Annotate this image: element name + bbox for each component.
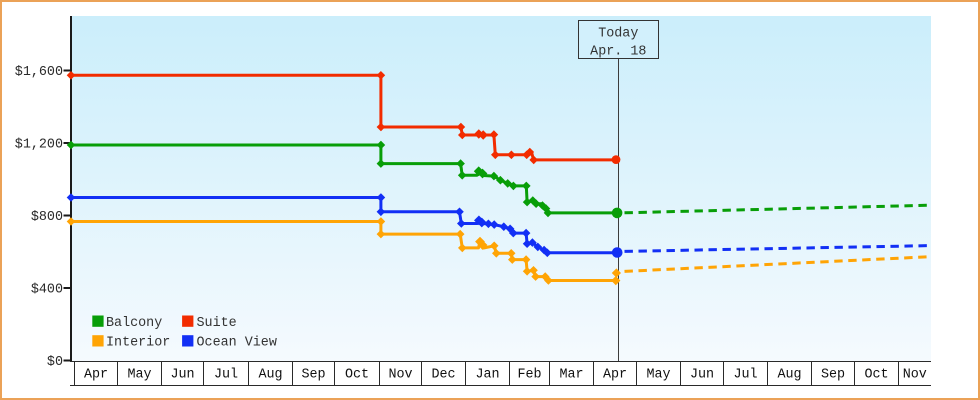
svg-text:Interior: Interior bbox=[106, 336, 170, 351]
svg-text:Nov: Nov bbox=[903, 368, 927, 383]
svg-text:Jul: Jul bbox=[214, 368, 238, 383]
svg-text:$400: $400 bbox=[31, 283, 63, 298]
svg-text:Jan: Jan bbox=[475, 368, 499, 383]
svg-text:Nov: Nov bbox=[388, 368, 412, 383]
svg-text:Sep: Sep bbox=[821, 368, 845, 383]
svg-text:May: May bbox=[127, 368, 151, 383]
svg-text:$1,200: $1,200 bbox=[15, 138, 63, 153]
svg-text:Feb: Feb bbox=[517, 368, 541, 383]
svg-text:Jun: Jun bbox=[690, 368, 714, 383]
svg-text:Oct: Oct bbox=[345, 368, 369, 383]
svg-text:$1,600: $1,600 bbox=[15, 65, 63, 80]
svg-text:Dec: Dec bbox=[431, 368, 455, 383]
svg-text:Ocean View: Ocean View bbox=[197, 336, 277, 351]
svg-text:Apr: Apr bbox=[84, 368, 108, 383]
svg-text:Jun: Jun bbox=[170, 368, 194, 383]
svg-text:Mar: Mar bbox=[559, 368, 583, 383]
svg-text:Today: Today bbox=[598, 26, 638, 41]
svg-text:Aug: Aug bbox=[258, 368, 282, 383]
svg-text:May: May bbox=[646, 368, 670, 383]
svg-text:Jul: Jul bbox=[733, 368, 757, 383]
svg-text:$0: $0 bbox=[47, 355, 63, 370]
svg-text:Suite: Suite bbox=[197, 316, 237, 331]
svg-text:Aug: Aug bbox=[777, 368, 801, 383]
svg-text:Balcony: Balcony bbox=[106, 316, 162, 331]
svg-text:Apr: Apr bbox=[603, 368, 627, 383]
svg-text:$800: $800 bbox=[31, 210, 63, 225]
svg-text:Apr. 18: Apr. 18 bbox=[590, 44, 646, 59]
svg-text:Sep: Sep bbox=[301, 368, 325, 383]
svg-text:Oct: Oct bbox=[864, 368, 888, 383]
